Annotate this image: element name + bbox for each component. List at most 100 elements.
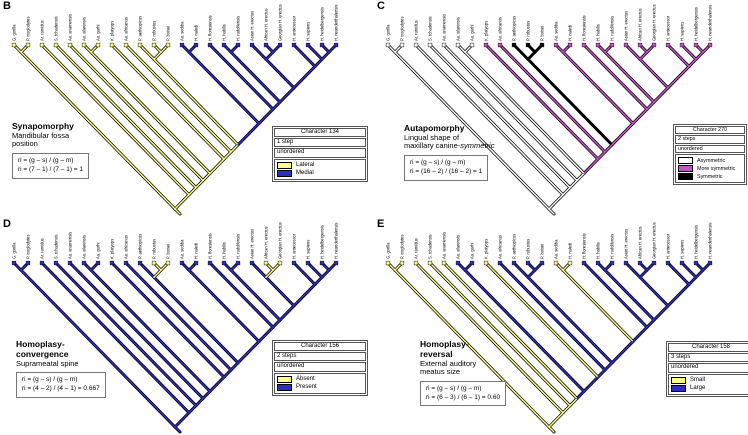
branch — [429, 262, 571, 407]
tip-state-marker — [221, 260, 227, 266]
branch — [485, 262, 599, 378]
taxon-label: G. gorilla — [385, 24, 390, 41]
tip-state-marker — [123, 42, 129, 48]
tip-state-marker — [193, 42, 199, 48]
branch — [394, 51, 550, 210]
taxon-label: H. habilis — [595, 24, 600, 41]
state-label: Small — [690, 376, 706, 383]
taxon-label: P. boisei — [539, 244, 544, 259]
branch — [125, 44, 232, 153]
tip-state-marker — [595, 42, 601, 48]
branch — [209, 376, 225, 393]
branch — [195, 179, 204, 189]
branch — [279, 305, 295, 321]
tip-state-marker — [95, 260, 101, 266]
taxon-label: P. boisei — [539, 26, 544, 41]
taxon-label: H. rudolfensis — [235, 16, 240, 41]
branch — [464, 269, 585, 393]
tip-state-marker — [263, 260, 269, 266]
branch — [209, 158, 225, 175]
state-swatch-icon — [678, 157, 693, 165]
branch — [251, 44, 267, 61]
branch — [443, 44, 578, 182]
legend-state-row: Lateral — [277, 162, 363, 169]
annotation-block-e: Homoplasy- reversal External auditory me… — [420, 339, 507, 407]
branch — [569, 397, 578, 407]
taxon-label: H. floresiensis — [207, 233, 212, 259]
taxon-label: Au. afarensis — [455, 235, 460, 259]
taxon-label: Au. africanus — [497, 17, 502, 41]
branch — [314, 58, 323, 68]
tip-state-marker — [427, 42, 433, 48]
legend-states: Lateral Medial — [274, 158, 366, 180]
tip-state-marker — [637, 260, 643, 266]
taxon-label: H. floresiensis — [581, 15, 586, 41]
branch — [90, 269, 211, 393]
panel-letter-c: C — [377, 0, 385, 12]
taxon-label: H. sapiens — [679, 22, 684, 41]
tip-state-marker — [553, 42, 559, 48]
legend-order: unordered — [274, 148, 366, 158]
taxon-label: P. troglodytes — [399, 234, 404, 259]
branch — [307, 262, 323, 279]
branch — [230, 362, 239, 371]
taxon-label: H. rudolfensis — [609, 234, 614, 259]
panel-b: B G. gorilla P. troglodytes Ar. ramidus S. … — [0, 0, 374, 217]
taxon-label: P. aethiopicus — [511, 234, 516, 259]
tip-state-marker — [707, 42, 713, 48]
cladogram-e: G. gorilla P. troglodytes Ar. ramidus S. tc… — [385, 222, 712, 434]
taxon-label: H. habilis — [221, 242, 226, 259]
tip-state-marker — [581, 260, 587, 266]
branch — [562, 51, 634, 125]
taxon-label: H. naledi — [567, 25, 572, 41]
tip-state-marker — [319, 42, 325, 48]
state-label: More symmetric — [697, 165, 736, 172]
taxon-label: H. floresiensis — [581, 233, 586, 259]
tip-state-marker — [679, 42, 685, 48]
branch — [611, 122, 634, 146]
branch — [653, 87, 669, 103]
branch — [272, 319, 281, 328]
taxon-label: Georgian H. erectus — [651, 4, 656, 41]
tip-state-marker — [249, 260, 255, 266]
tip-state-marker — [39, 260, 45, 266]
branch — [153, 51, 162, 61]
tip-state-marker — [483, 260, 489, 266]
branch — [188, 51, 260, 125]
tip-state-marker — [413, 260, 419, 266]
taxon-label: P. robustus — [151, 239, 156, 259]
taxon-label: H. sapiens — [305, 22, 310, 41]
title-line: Synapomorphy — [12, 121, 74, 131]
tip-state-marker — [151, 260, 157, 266]
branch — [527, 276, 613, 364]
state-label: Lateral — [296, 161, 315, 168]
taxon-label: H. antecessor — [665, 15, 670, 41]
taxon-label: African H. erectus — [637, 8, 642, 41]
branch — [667, 65, 690, 89]
cladogram-c: G. gorilla P. troglodytes Ar. ramidus S. tc… — [385, 4, 713, 216]
taxon-label: H. floresiensis — [207, 15, 212, 41]
taxon-label: H. heidelbergensis — [319, 7, 324, 41]
annotation-block-d: Homoplasy- convergence Suprameatal spine… — [16, 339, 106, 398]
branch — [321, 269, 330, 279]
taxon-label: S. tchadensis — [427, 16, 432, 41]
legend-steps: 2 steps — [675, 135, 745, 144]
taxon-label: African H. erectus — [263, 8, 268, 41]
branch — [499, 262, 606, 371]
branch — [258, 108, 274, 125]
branch — [223, 369, 232, 378]
taxon-label: H. sapiens — [679, 240, 684, 259]
branch — [639, 269, 648, 279]
branch — [237, 340, 260, 364]
branch — [188, 269, 260, 343]
taxon-label: Ar. ramidus — [413, 238, 418, 259]
branch — [681, 44, 697, 61]
ri-formula-box: ri = (g – s) / (g – m) ri = (4 – 2) / (4… — [16, 372, 106, 398]
tip-state-marker — [651, 42, 657, 48]
taxon-label: P. troglodytes — [25, 16, 30, 41]
branch — [293, 262, 316, 286]
annotation-title: Homoplasy- reversal — [420, 339, 506, 360]
branch — [174, 208, 181, 215]
taxon-label: H. naledi — [193, 243, 198, 259]
branch — [576, 172, 585, 182]
